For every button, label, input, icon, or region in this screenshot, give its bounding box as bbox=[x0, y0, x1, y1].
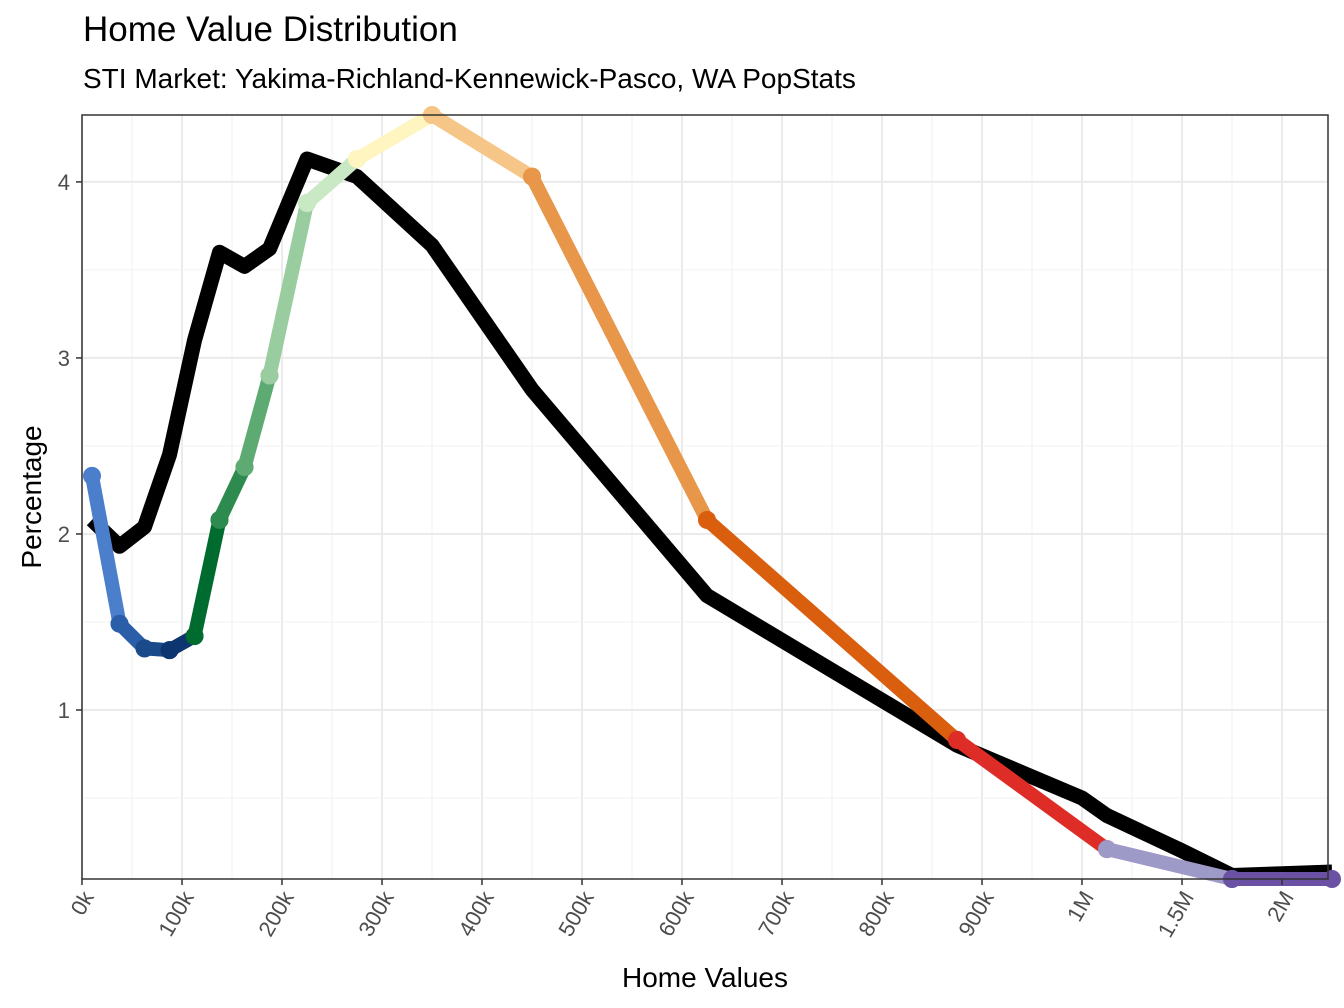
data-point bbox=[1098, 840, 1116, 859]
x-tick-label: 0k bbox=[66, 886, 100, 919]
x-tick-label: 2M bbox=[1262, 887, 1299, 926]
series-lines bbox=[83, 106, 1341, 888]
series-segment-9 bbox=[350, 108, 439, 166]
grid-lines bbox=[81, 115, 1328, 879]
y-tick-label: 3 bbox=[58, 346, 70, 371]
x-tick-label: 800k bbox=[853, 886, 899, 941]
data-point bbox=[235, 458, 254, 477]
y-tick-label: 2 bbox=[58, 522, 70, 547]
series-line-0 bbox=[86, 151, 1333, 883]
data-point bbox=[698, 510, 716, 529]
series-segment-12 bbox=[700, 512, 964, 747]
series-segment-7 bbox=[262, 196, 314, 383]
series-segment-0 bbox=[85, 468, 127, 631]
series-segment-14 bbox=[1100, 842, 1239, 886]
data-point bbox=[260, 366, 279, 385]
chart-subtitle: STI Market: Yakima-Richland-Kennewick-Pa… bbox=[83, 63, 856, 94]
x-tick-label: 1.5M bbox=[1153, 887, 1199, 942]
data-point bbox=[83, 466, 101, 485]
chart-title: Home Value Distribution bbox=[83, 10, 458, 49]
x-tick-label: 500k bbox=[553, 886, 599, 941]
x-tick-label: 400k bbox=[453, 886, 499, 941]
data-point bbox=[348, 150, 366, 169]
data-point bbox=[185, 627, 204, 646]
y-axis-title: Percentage bbox=[16, 425, 47, 568]
data-point bbox=[135, 639, 154, 658]
x-tick-label: 600k bbox=[653, 886, 699, 941]
data-point bbox=[523, 167, 541, 186]
data-point bbox=[110, 614, 129, 633]
data-point bbox=[210, 510, 229, 529]
y-axis-ticks: 1 2 3 4 bbox=[58, 170, 82, 723]
series-segment-13 bbox=[950, 732, 1114, 857]
y-tick-label: 4 bbox=[58, 170, 70, 195]
data-point bbox=[948, 730, 966, 749]
series-segment-10 bbox=[425, 108, 539, 184]
x-tick-label: 700k bbox=[753, 886, 799, 941]
x-tick-label: 100k bbox=[153, 886, 199, 941]
data-point bbox=[160, 641, 179, 660]
series-segment-5 bbox=[212, 460, 252, 527]
x-axis-title: Home Values bbox=[622, 962, 788, 993]
x-tick-label: 200k bbox=[253, 886, 299, 941]
panel-border bbox=[81, 114, 1329, 880]
series-segment-4 bbox=[187, 512, 227, 644]
x-tick-label: 1M bbox=[1062, 887, 1099, 926]
x-tick-label: 300k bbox=[353, 886, 399, 941]
series-segment-11 bbox=[525, 169, 714, 527]
data-point bbox=[298, 194, 316, 213]
x-axis-ticks: 0k 100k 200k 300k 400k 500k 600k 700k 800k 900k 1M… bbox=[66, 879, 1299, 942]
series-segment-8 bbox=[300, 152, 364, 210]
y-tick-label: 1 bbox=[58, 698, 70, 723]
x-tick-label: 900k bbox=[953, 886, 999, 941]
series-segment-6 bbox=[237, 368, 277, 475]
